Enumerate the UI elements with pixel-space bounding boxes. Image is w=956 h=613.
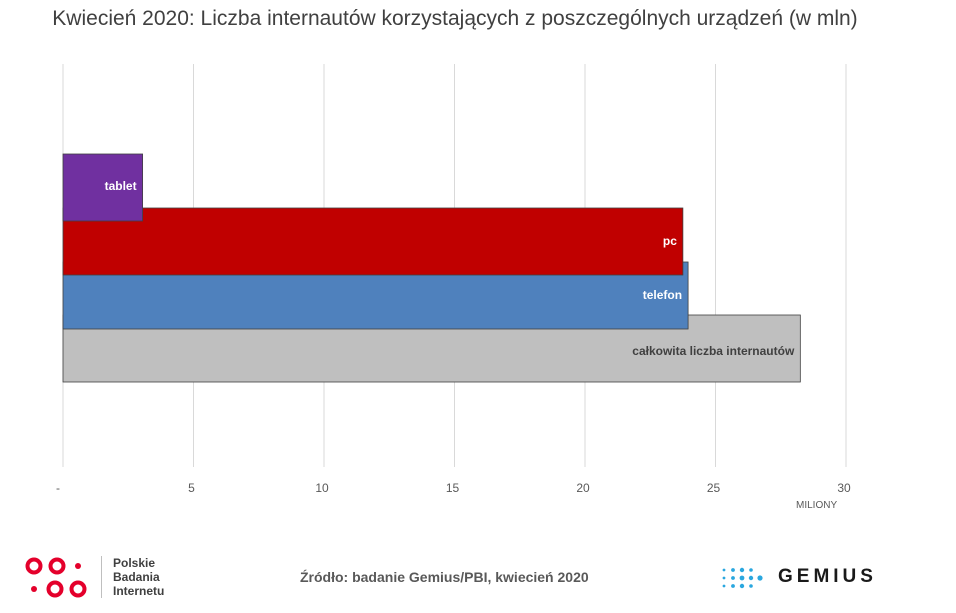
gemius-dot bbox=[749, 584, 753, 588]
source-note: Źródło: badanie Gemius/PBI, kwiecień 202… bbox=[300, 569, 589, 585]
pbi-divider bbox=[101, 556, 102, 598]
bar-2 bbox=[62, 207, 684, 276]
pbi-line-2: Badania bbox=[113, 570, 160, 584]
gemius-dot bbox=[757, 575, 763, 581]
gemius-dot bbox=[731, 568, 735, 572]
gemius-dot bbox=[722, 584, 726, 588]
gemius-dot bbox=[731, 576, 735, 580]
pbi-line-1: Polskie bbox=[113, 556, 156, 570]
pbi-logo bbox=[25, 557, 87, 598]
x-tick-label: 20 bbox=[576, 481, 590, 495]
bars: tablet pc telefon całkowita liczba internau… bbox=[62, 153, 801, 383]
gemius-dot bbox=[722, 576, 726, 580]
gemius-dot bbox=[739, 567, 745, 573]
bar-label: telefon bbox=[643, 288, 682, 302]
x-tick-label: 25 bbox=[707, 481, 721, 495]
bar-label: tablet bbox=[105, 179, 137, 193]
pbi-name: Polskie Badania Internetu bbox=[113, 556, 164, 598]
x-axis-label: MILIONY bbox=[796, 500, 838, 511]
x-tick-label: 10 bbox=[315, 481, 329, 495]
x-tick-labels: - 5 10 15 20 25 30 bbox=[56, 481, 851, 495]
x-tick-label: 5 bbox=[188, 481, 195, 495]
bar-label: pc bbox=[663, 234, 677, 248]
gemius-dot bbox=[739, 583, 745, 589]
gemius-dot bbox=[739, 575, 745, 581]
x-tick-label: 15 bbox=[446, 481, 460, 495]
gemius-dot bbox=[731, 584, 735, 588]
x-tick-label: - bbox=[56, 481, 60, 495]
gemius-dot bbox=[722, 568, 726, 572]
gemius-dot bbox=[749, 568, 753, 572]
gemius-dot bbox=[748, 575, 754, 581]
bar-label: całkowita liczba internautów bbox=[632, 344, 795, 358]
gemius-dots-icon bbox=[722, 567, 763, 589]
pbi-line-3: Internetu bbox=[113, 584, 165, 598]
chart-title: Kwiecień 2020: Liczba internautów korzys… bbox=[52, 7, 858, 30]
x-tick-label: 30 bbox=[837, 481, 851, 495]
bar-1 bbox=[62, 153, 144, 222]
gemius-wordmark: GEMIUS bbox=[778, 566, 877, 587]
